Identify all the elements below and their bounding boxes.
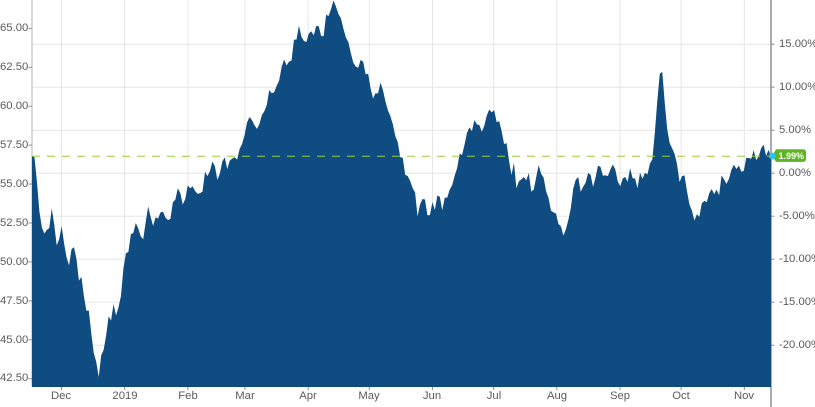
- svg-text:1.99%: 1.99%: [779, 151, 805, 161]
